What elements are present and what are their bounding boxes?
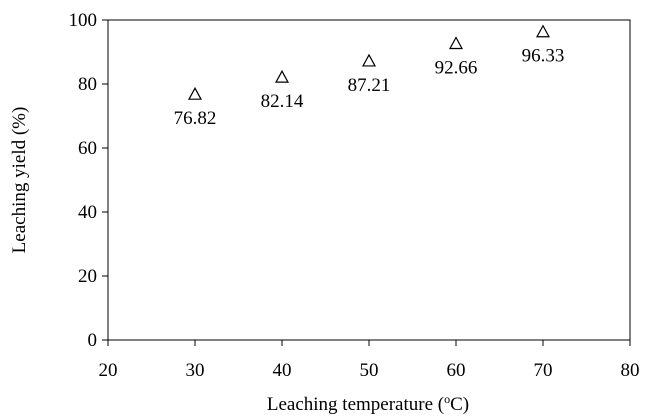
x-tick-label: 40 [273, 360, 292, 381]
x-tick-label: 20 [99, 360, 118, 381]
data-point-marker [535, 24, 551, 38]
data-point-marker [187, 86, 203, 100]
y-axis-title: Leaching yield (%) [9, 107, 30, 254]
y-tick-label: 20 [78, 266, 97, 287]
y-tick-label: 40 [78, 202, 97, 223]
y-tick-label: 100 [69, 10, 98, 31]
plot-area [107, 19, 631, 341]
data-label: 76.82 [174, 108, 217, 129]
data-point-marker [448, 36, 464, 50]
x-tick-label: 50 [360, 360, 379, 381]
x-tick-label: 80 [621, 360, 640, 381]
y-tick-label: 0 [88, 330, 98, 351]
data-markers [187, 24, 551, 100]
y-tick-label: 60 [78, 138, 97, 159]
x-axis-title: Leaching temperature (oC) [267, 392, 469, 415]
data-label: 87.21 [348, 75, 391, 96]
data-labels: 76.82 82.14 87.21 92.66 96.33 [174, 46, 565, 129]
data-label: 92.66 [435, 57, 478, 78]
x-tick-label: 60 [447, 360, 466, 381]
y-axis-ticks: 0 20 40 60 80 100 [69, 10, 108, 351]
x-tick-label: 70 [534, 360, 553, 381]
x-axis-ticks: 20 30 40 50 60 70 80 [99, 340, 640, 381]
data-label: 82.14 [261, 91, 304, 112]
x-tick-label: 30 [186, 360, 205, 381]
data-label: 96.33 [522, 46, 565, 67]
y-tick-label: 80 [78, 74, 97, 95]
data-point-marker [361, 53, 377, 67]
data-point-marker [274, 69, 290, 83]
